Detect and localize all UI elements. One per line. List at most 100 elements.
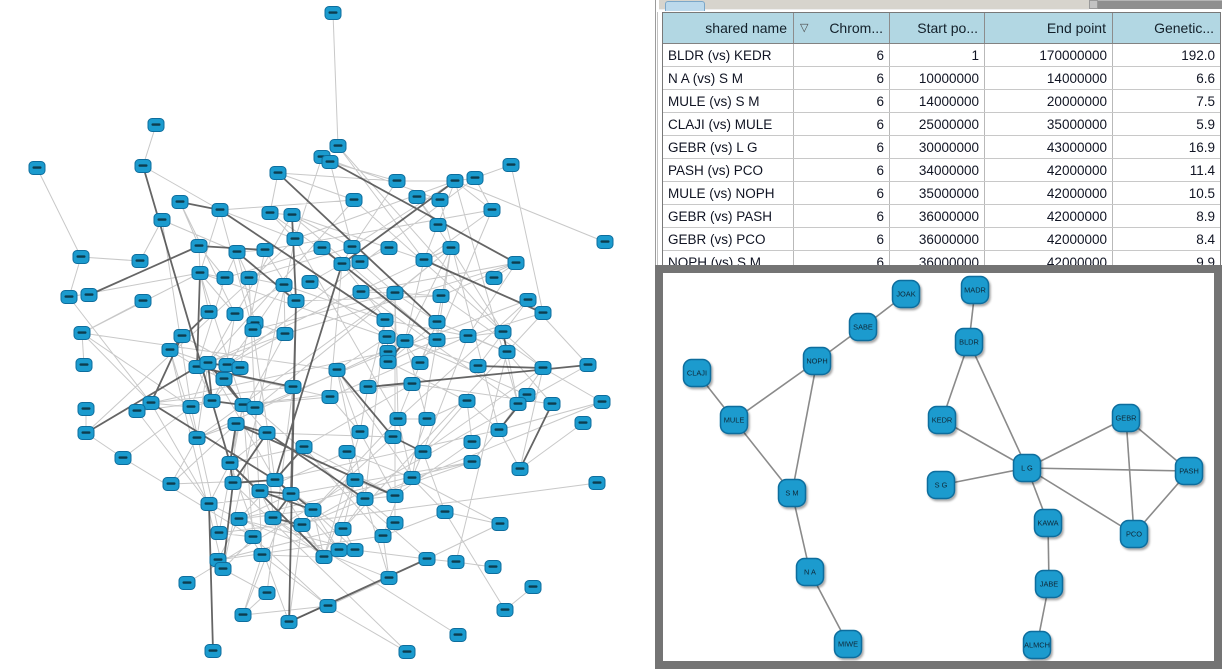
network-node[interactable] bbox=[574, 416, 592, 430]
network-node[interactable] bbox=[428, 333, 446, 347]
node-shape[interactable] bbox=[719, 405, 749, 435]
large-network-canvas[interactable] bbox=[0, 0, 655, 669]
network-node[interactable] bbox=[330, 543, 348, 557]
network-node[interactable] bbox=[436, 505, 454, 519]
network-node-jabe[interactable]: JABE bbox=[1034, 569, 1064, 599]
network-node[interactable] bbox=[182, 400, 200, 414]
node-shape[interactable] bbox=[848, 312, 878, 342]
network-node[interactable] bbox=[334, 522, 352, 536]
network-node[interactable] bbox=[428, 315, 446, 329]
network-node[interactable] bbox=[588, 476, 606, 490]
network-node[interactable] bbox=[161, 343, 179, 357]
network-node[interactable] bbox=[351, 425, 369, 439]
network-node[interactable] bbox=[328, 363, 346, 377]
network-node[interactable] bbox=[386, 516, 404, 530]
network-node[interactable] bbox=[72, 250, 90, 264]
network-node[interactable] bbox=[280, 615, 298, 629]
column-header-chrom[interactable]: ▽ Chrom... bbox=[793, 13, 889, 43]
network-node[interactable] bbox=[153, 213, 171, 227]
network-node[interactable] bbox=[216, 271, 234, 285]
network-node[interactable] bbox=[258, 586, 276, 600]
network-node[interactable] bbox=[414, 445, 432, 459]
network-node[interactable] bbox=[128, 404, 146, 418]
network-node[interactable] bbox=[134, 159, 152, 173]
network-node[interactable] bbox=[415, 253, 433, 267]
network-node[interactable] bbox=[162, 477, 180, 491]
network-node[interactable] bbox=[579, 358, 597, 372]
table-row[interactable]: GEBR (vs) L G 6 30000000 43000000 16.9 bbox=[663, 135, 1220, 158]
network-node[interactable] bbox=[287, 294, 305, 308]
network-node[interactable] bbox=[178, 576, 196, 590]
table-row[interactable]: N A (vs) S M 6 10000000 14000000 6.6 bbox=[663, 66, 1220, 89]
network-node[interactable] bbox=[329, 139, 347, 153]
network-node[interactable] bbox=[431, 193, 449, 207]
network-node[interactable] bbox=[418, 412, 436, 426]
table-row[interactable]: GEBR (vs) PCO 6 36000000 42000000 8.4 bbox=[663, 227, 1220, 250]
network-node[interactable] bbox=[283, 208, 301, 222]
network-node[interactable] bbox=[543, 397, 561, 411]
network-node-noph[interactable]: NOPH bbox=[802, 346, 832, 376]
network-node[interactable] bbox=[534, 306, 552, 320]
table-row[interactable]: MULE (vs) S M 6 14000000 20000000 7.5 bbox=[663, 89, 1220, 112]
network-node[interactable] bbox=[134, 294, 152, 308]
node-shape[interactable] bbox=[795, 557, 825, 587]
network-node-joak[interactable]: JOAK bbox=[891, 279, 921, 309]
network-node[interactable] bbox=[380, 241, 398, 255]
network-node[interactable] bbox=[188, 431, 206, 445]
node-shape[interactable] bbox=[954, 327, 984, 357]
network-node[interactable] bbox=[509, 397, 527, 411]
node-shape[interactable] bbox=[926, 470, 956, 500]
network-node[interactable] bbox=[244, 530, 262, 544]
node-shape[interactable] bbox=[891, 279, 921, 309]
network-node[interactable] bbox=[319, 599, 337, 613]
network-node[interactable] bbox=[485, 271, 503, 285]
node-shape[interactable] bbox=[1174, 456, 1204, 486]
network-node[interactable] bbox=[304, 503, 322, 517]
network-node-mule[interactable]: MULE bbox=[719, 405, 749, 435]
network-node-sg[interactable]: S G bbox=[926, 470, 956, 500]
network-node[interactable] bbox=[214, 562, 232, 576]
network-node[interactable] bbox=[491, 517, 509, 531]
network-node[interactable] bbox=[346, 543, 364, 557]
network-node[interactable] bbox=[171, 195, 189, 209]
network-node[interactable] bbox=[378, 330, 396, 344]
network-node[interactable] bbox=[199, 356, 217, 370]
network-node[interactable] bbox=[276, 327, 294, 341]
network-node[interactable] bbox=[173, 329, 191, 343]
network-node[interactable] bbox=[524, 580, 542, 594]
network-node-almch[interactable]: ALMCH bbox=[1022, 630, 1052, 660]
network-node[interactable] bbox=[191, 266, 209, 280]
node-shape[interactable] bbox=[682, 358, 712, 388]
network-node-sabe[interactable]: SABE bbox=[848, 312, 878, 342]
network-node[interactable] bbox=[403, 377, 421, 391]
network-node-bldr[interactable]: BLDR bbox=[954, 327, 984, 357]
tab-fragment[interactable] bbox=[665, 1, 705, 11]
network-node[interactable] bbox=[374, 529, 392, 543]
network-node-gebr[interactable]: GEBR bbox=[1111, 403, 1141, 433]
network-node[interactable] bbox=[388, 174, 406, 188]
network-node[interactable] bbox=[227, 417, 245, 431]
network-node[interactable] bbox=[293, 518, 311, 532]
network-node[interactable] bbox=[295, 440, 313, 454]
network-node-madr[interactable]: MADR bbox=[960, 275, 990, 305]
network-node[interactable] bbox=[432, 289, 450, 303]
network-node[interactable] bbox=[338, 445, 356, 459]
network-node[interactable] bbox=[230, 512, 248, 526]
table-row[interactable]: GEBR (vs) PASH 6 36000000 42000000 8.9 bbox=[663, 204, 1220, 227]
network-node[interactable] bbox=[386, 489, 404, 503]
node-shape[interactable] bbox=[777, 478, 807, 508]
filter-icon[interactable]: ▽ bbox=[800, 21, 809, 34]
network-node[interactable] bbox=[418, 552, 436, 566]
network-node[interactable] bbox=[231, 361, 249, 375]
network-node[interactable] bbox=[534, 361, 552, 375]
network-node[interactable] bbox=[593, 395, 611, 409]
network-node[interactable] bbox=[463, 455, 481, 469]
network-node[interactable] bbox=[484, 560, 502, 574]
network-node[interactable] bbox=[356, 492, 374, 506]
network-node[interactable] bbox=[114, 451, 132, 465]
network-node[interactable] bbox=[258, 426, 276, 440]
network-node[interactable] bbox=[190, 239, 208, 253]
network-node-lg[interactable]: L G bbox=[1012, 453, 1042, 483]
network-node[interactable] bbox=[596, 235, 614, 249]
column-header-endpoint[interactable]: End point bbox=[984, 13, 1112, 43]
